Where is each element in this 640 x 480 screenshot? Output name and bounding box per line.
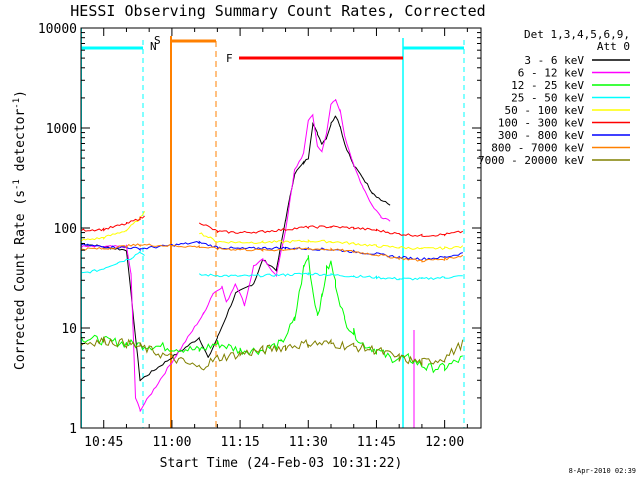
series-line-6 xyxy=(81,215,464,238)
series-line-1 xyxy=(81,115,391,382)
series-line-2 xyxy=(81,99,391,412)
y-tick-label: 10 xyxy=(61,322,77,337)
x-tick-label: 11:45 xyxy=(357,435,396,450)
legend-label: 50 - 100 keV xyxy=(505,104,585,117)
legend-label: 6 - 12 keV xyxy=(518,67,585,80)
legend-label: 25 - 50 keV xyxy=(511,92,584,105)
y-tick-label: 1000 xyxy=(46,122,77,137)
y-axis-title: Corrected Count Rate (s-1 detector-1) xyxy=(12,90,28,370)
legend-label: 7000 - 20000 keV xyxy=(478,154,584,167)
legend-label: 800 - 7000 keV xyxy=(491,142,584,155)
y-tick-label: 1 xyxy=(69,422,77,437)
series-line-4 xyxy=(81,250,463,281)
series-line-8 xyxy=(81,243,464,263)
footer-timestamp: 8-Apr-2010 02:39 xyxy=(569,467,636,475)
series-line-9 xyxy=(81,336,464,371)
plot-frame xyxy=(80,27,482,429)
y-tick-label: 10000 xyxy=(38,22,77,37)
x-tick-label: 11:00 xyxy=(152,435,191,450)
series-line-7 xyxy=(81,240,463,261)
legend-header-1: Det 1,3,4,5,6,9, xyxy=(524,28,630,41)
legend-label: 100 - 300 keV xyxy=(498,117,584,130)
series-group xyxy=(81,28,465,428)
x-tick-label: 12:00 xyxy=(425,435,464,450)
x-tick-label: 10:45 xyxy=(84,435,123,450)
x-tick-label: 11:15 xyxy=(221,435,260,450)
annotation-n: N xyxy=(150,40,157,53)
x-axis: 10:45 11:00 11:15 11:30 11:45 12:00 xyxy=(84,28,468,450)
legend-label: 300 - 800 keV xyxy=(498,129,584,142)
chart-title: HESSI Observing Summary Count Rates, Cor… xyxy=(70,2,485,20)
legend-label: 12 - 25 keV xyxy=(511,79,584,92)
series-line-5 xyxy=(81,211,464,250)
annotation-s: S xyxy=(154,34,161,47)
x-tick-label: 11:30 xyxy=(289,435,328,450)
annotation-f: F xyxy=(226,52,233,65)
y-tick-label: 100 xyxy=(54,222,77,237)
y-axis: 1 10 100 1000 10000 xyxy=(38,22,481,437)
x-axis-title: Start Time (24-Feb-03 10:31:22) xyxy=(160,456,403,471)
legend-header-2: Att 0 xyxy=(597,40,630,53)
plot-area: NS F xyxy=(81,28,465,428)
series-line-3 xyxy=(81,255,463,374)
legend-label: 3 - 6 keV xyxy=(524,54,584,67)
